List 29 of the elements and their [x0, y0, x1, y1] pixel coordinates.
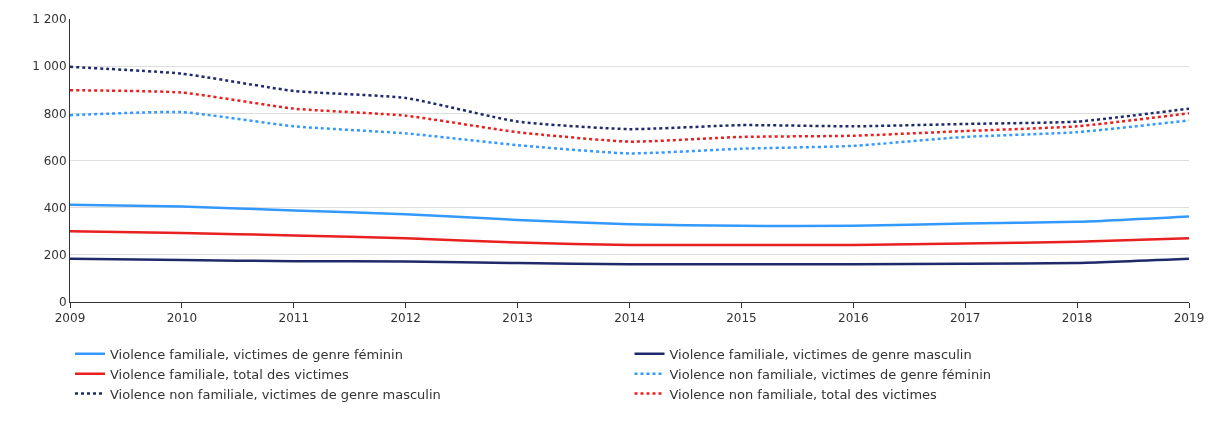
x-tick-label: 2019 [1173, 311, 1205, 326]
y-tick-label: 200 [43, 248, 67, 263]
y-tick-label: 1 000 [32, 59, 67, 74]
x-tick-label: 2017 [949, 311, 981, 326]
legend-label: Violence familiale, total des victimes [110, 366, 350, 382]
line-series [70, 110, 1189, 155]
x-tick-label: 2011 [278, 311, 310, 326]
y-tick-label: 400 [43, 200, 67, 215]
y-tick-label: 0 [58, 295, 67, 310]
y-tick-label: 600 [43, 153, 67, 168]
line-series [70, 230, 1189, 247]
legend-label: Violence familiale, victimes de genre masculin [669, 346, 972, 362]
x-tick-label: 2014 [614, 311, 645, 326]
y-tick-label: 800 [43, 106, 67, 121]
x-tick-label: 2016 [838, 311, 869, 326]
x-tick-label: 2018 [1061, 311, 1093, 326]
line-series [70, 88, 1189, 143]
line-series [70, 203, 1189, 228]
legend-label: Violence non familiale, victimes de genre masculin [110, 386, 441, 402]
legend-label: Violence familiale, victimes de genre féminin [110, 346, 403, 362]
legend-label: Violence non familiale, victimes de genre féminin [669, 366, 991, 382]
x-tick-label: 2013 [502, 311, 533, 326]
x-tick-label: 2009 [54, 311, 86, 326]
x-tick-label: 2010 [166, 311, 198, 326]
x-tick-label: 2015 [726, 311, 757, 326]
legend-label: Violence non familiale, total des victimes [669, 386, 938, 402]
x-tick-label: 2012 [390, 311, 421, 326]
line-series [70, 65, 1189, 131]
y-tick-label: 1 200 [32, 12, 67, 27]
